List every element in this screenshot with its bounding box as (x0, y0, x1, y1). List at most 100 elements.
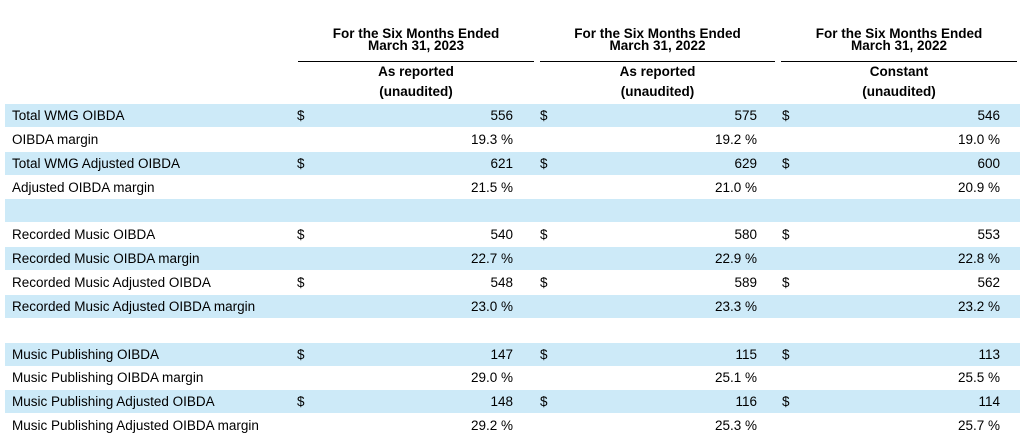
cell-value: 114 (978, 394, 1000, 410)
row-label: OIBDA margin (12, 131, 99, 147)
row-label: Recorded Music OIBDA (12, 227, 156, 243)
cell-value (393, 319, 513, 342)
cell-value: 25.3 % (714, 418, 757, 434)
currency-symbol: $ (782, 346, 790, 362)
column-basis-2022-reported: As reported (unaudited) (540, 62, 775, 102)
table-row: Recorded Music OIBDA margin 22.7 % 22.9 % 2… (5, 247, 1020, 271)
cell-value: 22.9 % (714, 251, 757, 267)
cell-value: 20.9 % (957, 179, 1000, 195)
cell-value: 23.2 % (957, 298, 1000, 314)
row-label: Total WMG Adjusted OIBDA (12, 155, 181, 171)
row-label: Recorded Music OIBDA margin (12, 251, 200, 267)
cell-value: 621 (490, 155, 513, 171)
table-row: Adjusted OIBDA margin 21.5 % 21.0 % 20.9 % (5, 176, 1020, 199)
cell-value: 23.0 % (470, 298, 513, 314)
period-line-2: March 31, 2023 (367, 38, 465, 53)
currency-symbol: $ (540, 346, 548, 362)
cell-value: 29.2 % (470, 418, 513, 434)
cell-value: 19.2 % (714, 131, 757, 147)
currency-symbol: $ (297, 274, 305, 290)
cell-value: 22.7 % (470, 251, 513, 267)
cell-value (637, 319, 757, 342)
cell-value: 147 (490, 346, 513, 362)
currency-symbol: $ (782, 155, 790, 171)
cell-value: 589 (734, 274, 757, 290)
period-line-1: For the Six Months Ended (574, 26, 741, 41)
row-label: Adjusted OIBDA margin (12, 179, 155, 195)
cell-value: 115 (735, 346, 757, 362)
cell-value: 553 (977, 227, 1000, 243)
cell-value (637, 199, 757, 222)
cell-value: 25.1 % (714, 370, 757, 386)
row-label: Recorded Music Adjusted OIBDA margin (12, 298, 256, 314)
cell-value: 546 (977, 108, 1000, 123)
cell-value: 25.7 % (957, 418, 1000, 434)
currency-symbol: $ (297, 394, 305, 410)
period-line-2: March 31, 2022 (850, 38, 948, 53)
cell-value: 580 (734, 227, 757, 243)
cell-value: 22.8 % (957, 251, 1000, 267)
column-basis-2022-constant: Constant (unaudited) (781, 62, 1017, 102)
row-label: Music Publishing Adjusted OIBDA margin (12, 418, 259, 434)
cell-value: 19.3 % (470, 131, 513, 147)
currency-symbol: $ (782, 227, 790, 243)
table-row (5, 199, 1020, 223)
cell-value: 113 (978, 346, 1000, 362)
basis-line-2: (unaudited) (862, 84, 936, 99)
cell-value (880, 319, 1000, 342)
table-row: Music Publishing Adjusted OIBDA $148 $116 $… (5, 390, 1020, 414)
cell-value: 25.5 % (957, 370, 1000, 386)
header-rule (298, 61, 534, 62)
cell-value: 556 (490, 108, 513, 123)
cell-value: 600 (977, 155, 1000, 171)
row-label: Recorded Music Adjusted OIBDA (12, 274, 211, 290)
currency-symbol: $ (782, 274, 790, 290)
column-basis-2023-reported: As reported (unaudited) (298, 62, 534, 102)
header-rule (540, 61, 775, 62)
table-row: Music Publishing Adjusted OIBDA margin 29… (5, 414, 1020, 437)
currency-symbol: $ (782, 108, 790, 123)
currency-symbol: $ (540, 274, 548, 290)
row-label: Music Publishing OIBDA (12, 346, 160, 362)
cell-value: 19.0 % (957, 131, 1000, 147)
currency-symbol: $ (297, 108, 305, 123)
basis-line-2: (unaudited) (620, 84, 695, 99)
table-row: Music Publishing OIBDA margin 29.0 % 25.1 … (5, 366, 1020, 389)
cell-value: 575 (734, 108, 757, 123)
column-header-2022-reported: For the Six Months Ended March 31, 2022 (540, 26, 775, 53)
table-row: Recorded Music Adjusted OIBDA margin 23.0… (5, 294, 1020, 318)
cell-value: 21.0 % (714, 179, 757, 195)
cell-value: 116 (735, 394, 757, 410)
currency-symbol: $ (297, 346, 305, 362)
currency-symbol: $ (782, 394, 790, 410)
column-header-2023-reported: For the Six Months Ended March 31, 2023 (298, 26, 534, 53)
currency-symbol: $ (540, 394, 548, 410)
table-row (5, 319, 1020, 342)
table-row: Total WMG OIBDA $556 $575 $546 (5, 104, 1020, 127)
column-header-2022-constant: For the Six Months Ended March 31, 2022 (781, 26, 1017, 53)
basis-line-1: As reported (619, 64, 696, 79)
period-line-1: For the Six Months Ended (815, 26, 983, 41)
currency-symbol: $ (540, 155, 548, 171)
basis-line-1: As reported (378, 64, 454, 79)
currency-symbol: $ (297, 227, 305, 243)
table-row: Music Publishing OIBDA $147 $115 $113 (5, 342, 1020, 366)
basis-line-2: (unaudited) (379, 84, 453, 99)
row-label: Music Publishing OIBDA margin (12, 370, 204, 386)
cell-value: 548 (490, 274, 513, 290)
cell-value (880, 199, 1000, 222)
row-label: Total WMG OIBDA (12, 108, 125, 123)
cell-value: 148 (490, 394, 513, 410)
table-row: Total WMG Adjusted OIBDA $621 $629 $600 (5, 151, 1020, 175)
table-row: OIBDA margin 19.3 % 19.2 % 19.0 % (5, 128, 1020, 151)
cell-value: 23.3 % (714, 298, 757, 314)
cell-value (393, 199, 513, 222)
cell-value: 540 (490, 227, 513, 243)
row-label: Music Publishing Adjusted OIBDA (12, 394, 215, 410)
currency-symbol: $ (540, 227, 548, 243)
period-line-1: For the Six Months Ended (332, 26, 500, 41)
cell-value: 29.0 % (470, 370, 513, 386)
basis-line-1: Constant (869, 64, 929, 79)
cell-value: 21.5 % (470, 179, 513, 195)
table-row: Recorded Music OIBDA $540 $580 $553 (5, 223, 1020, 246)
